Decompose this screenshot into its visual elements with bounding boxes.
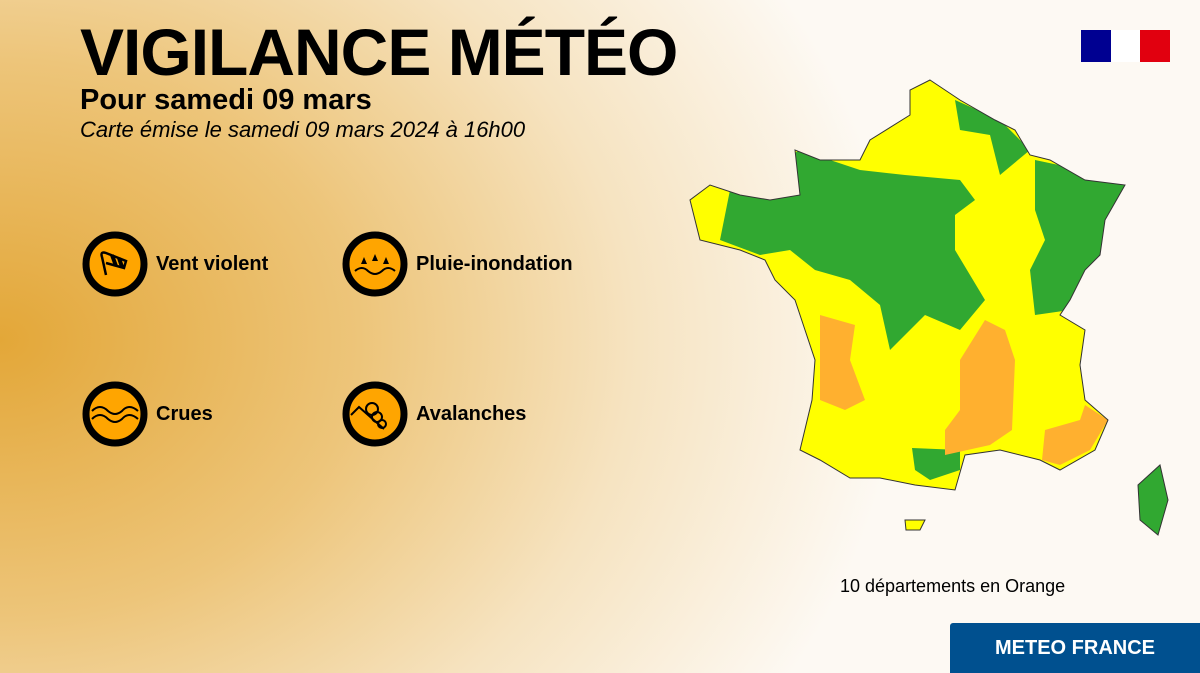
region-orange-centre-south [945,320,1015,455]
waves-icon [82,381,148,447]
vigilance-map [689,79,1169,536]
windsock-icon [82,231,148,297]
region-green-north-west [720,150,985,350]
orange-departments-count: 10 départements en Orange [840,576,1066,596]
rain-flood-icon [342,231,408,297]
region-green-east [1030,160,1125,315]
hazard-vent-violent: Vent violent [82,231,268,297]
hazard-pluie-inondation: Pluie-inondation [342,231,573,297]
region-yellow-island [904,519,926,531]
issue-date: Carte émise le samedi 09 mars 2024 à 16h… [80,117,526,142]
hazard-label: Avalanches [416,402,527,425]
hazard-crues: Crues [82,381,213,447]
region-orange-south-east [1042,405,1108,465]
hazard-label: Pluie-inondation [416,252,573,275]
avalanche-icon [342,381,408,447]
page-subtitle: Pour samedi 09 mars [80,84,372,116]
region-green-corsica [1137,464,1169,536]
region-green-north [955,100,1030,175]
hazard-label: Crues [156,402,213,425]
region-green-south [912,448,960,480]
region-orange-south-west [820,315,865,410]
page-title: VIGILANCE MÉTÉO [80,15,678,89]
hazard-avalanches: Avalanches [342,381,526,447]
hazard-label: Vent violent [156,252,269,275]
meteo-france-footer: METEO FRANCE [950,623,1200,673]
republique-francaise-logo [1081,30,1171,62]
